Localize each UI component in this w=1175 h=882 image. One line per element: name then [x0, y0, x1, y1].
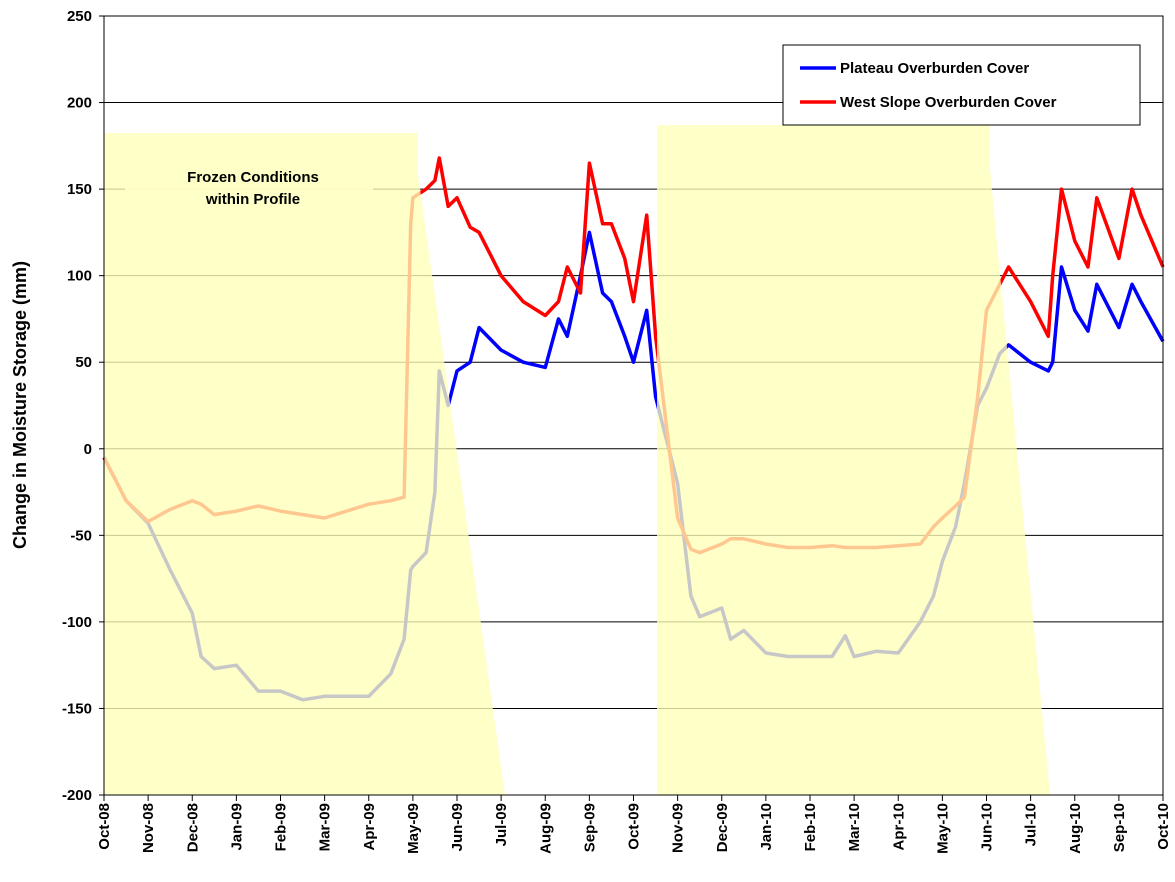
y-tick-label: 250	[67, 8, 92, 25]
x-tick-label: Mar-09	[317, 803, 334, 851]
axes: Change in Moisture Storage (mm) -200 -150…	[10, 8, 1172, 854]
legend-label: Plateau Overburden Cover	[840, 60, 1029, 77]
x-tick-label: Oct-09	[626, 803, 643, 850]
y-tick-label: 50	[75, 354, 92, 371]
x-tick-label: Jan-09	[228, 803, 245, 851]
x-tick-label: Jan-10	[758, 803, 775, 851]
x-tick-label: Sep-10	[1111, 803, 1128, 852]
x-tick-label: Oct-08	[96, 803, 113, 850]
x-tick-label: May-09	[405, 803, 422, 854]
x-tick-label: Apr-10	[890, 803, 907, 851]
x-tick-label: Apr-09	[361, 803, 378, 851]
x-tick-label: Nov-08	[140, 803, 157, 853]
y-tick-label: -50	[70, 527, 92, 544]
x-tick-label: Aug-09	[537, 803, 554, 854]
legend: Plateau Overburden Cover West Slope Overb…	[782, 44, 1141, 126]
annotation-box	[125, 155, 373, 221]
annotation: within Profile	[205, 191, 300, 208]
x-tick-label: Aug-10	[1067, 803, 1084, 854]
y-tick-label: 150	[67, 181, 92, 198]
y-axis-label: Change in Moisture Storage (mm)	[10, 261, 30, 549]
x-tick-label: Sep-09	[581, 803, 598, 852]
x-tick-label: May-10	[934, 803, 951, 854]
x-tick-label: Jul-09	[493, 803, 510, 846]
x-tick-label: Dec-09	[714, 803, 731, 852]
x-tick-label: Mar-10	[846, 803, 863, 851]
y-tick-label: -200	[62, 787, 92, 804]
x-tick-label: Oct-10	[1155, 803, 1172, 850]
x-tick-label: Jul-10	[1023, 803, 1040, 846]
legend-box	[782, 44, 1141, 126]
legend-label: West Slope Overburden Cover	[840, 94, 1057, 111]
frozen-region	[657, 125, 1050, 795]
y-tick-label: -150	[62, 700, 92, 717]
x-tick-label: Feb-10	[802, 803, 819, 851]
x-tick-label: Jun-09	[449, 803, 466, 851]
frozen-shading: Frozen Conditions within Profile	[104, 125, 1050, 795]
x-tick-label: Jun-10	[979, 803, 996, 851]
x-tick-label: Nov-09	[670, 803, 687, 853]
annotation: Frozen Conditions	[187, 169, 319, 186]
x-tick-label: Feb-09	[273, 803, 290, 851]
y-tick-label: 200	[67, 95, 92, 112]
y-tick-label: 0	[84, 441, 92, 458]
y-tick-label: -100	[62, 614, 92, 631]
frozen-region	[104, 133, 505, 795]
y-tick-label: 100	[67, 268, 92, 285]
x-tick-label: Dec-08	[184, 803, 201, 852]
